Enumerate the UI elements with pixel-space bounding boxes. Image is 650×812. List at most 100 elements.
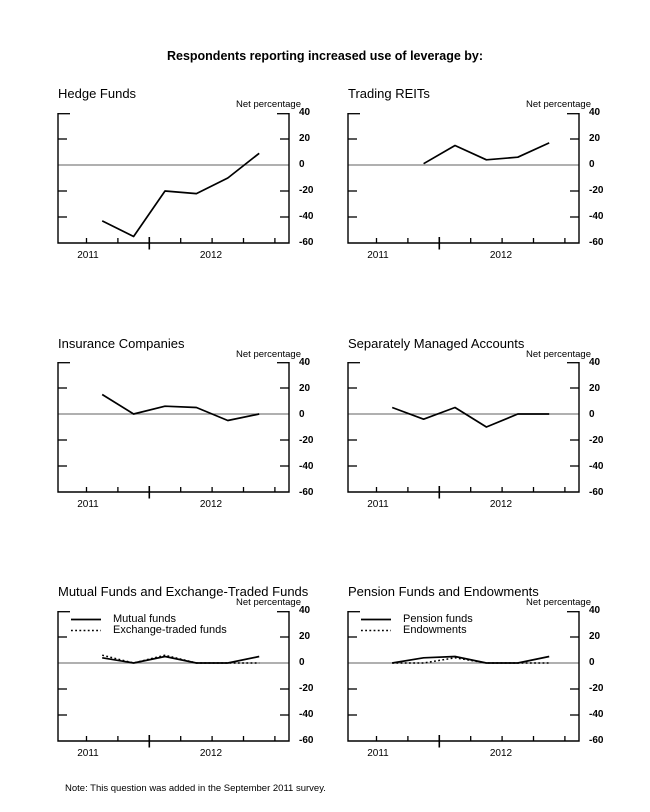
y-tick-label: 0 [589, 159, 595, 170]
y-tick-label: 20 [299, 631, 311, 642]
x-year-label: 2011 [367, 499, 389, 510]
net-percentage-label: Net percentage [526, 99, 591, 110]
y-tick-label: -40 [299, 211, 314, 222]
axis-ticks [348, 112, 579, 249]
y-tick-label: -60 [589, 735, 604, 746]
y-tick-label: -60 [299, 486, 314, 498]
legend-line-sample [71, 629, 101, 631]
x-year-label: 2011 [367, 249, 389, 261]
legend-item-pension-funds: Pension funds [360, 612, 473, 625]
y-tick-label: -40 [299, 709, 314, 720]
x-year-label: 2011 [77, 249, 99, 261]
y-tick-label: -60 [299, 735, 314, 746]
main-title: Respondents reporting increased use of l… [166, 49, 484, 63]
mutual-funds-and-exchange-traded-funds-plot [57, 610, 290, 747]
legend-label: Pension funds [403, 612, 473, 625]
y-tick-label: -60 [589, 486, 604, 498]
series-line-separately-managed-accounts [391, 406, 550, 428]
pension-funds-and-endowments-plot [347, 610, 580, 747]
y-tick-label: -20 [589, 434, 604, 446]
y-tick-label: 0 [299, 159, 305, 170]
x-year-label: 2012 [199, 249, 223, 261]
legend-label: Mutual funds [113, 612, 176, 625]
net-percentage-label: Net percentage [236, 597, 301, 608]
y-tick-label: 40 [589, 356, 601, 368]
x-year-label: 2012 [489, 499, 513, 510]
legend: Mutual funds Exchange-traded funds [70, 612, 227, 636]
net-percentage-label: Net percentage [236, 348, 301, 360]
legend-item-exchange-traded-funds: Exchange-traded funds [70, 623, 227, 636]
series-line-endowments [392, 656, 550, 664]
y-tick-label: -40 [589, 211, 604, 222]
y-tick-label: -20 [589, 683, 604, 694]
y-tick-label: -60 [589, 237, 604, 248]
chart-title: Insurance Companies [58, 335, 185, 351]
series-line-insurance-companies [101, 393, 260, 422]
x-year-label: 2012 [489, 747, 513, 759]
y-tick-label: 40 [589, 605, 601, 616]
legend-line-sample [361, 618, 391, 620]
net-percentage-label: Net percentage [526, 348, 591, 360]
y-tick-label: -60 [299, 237, 314, 248]
y-tick-label: 0 [589, 657, 595, 668]
axis-frame [347, 610, 580, 742]
y-tick-label: -20 [299, 683, 314, 694]
y-tick-label: 0 [589, 408, 595, 420]
y-tick-label: -20 [299, 434, 314, 446]
legend-line-sample [71, 618, 101, 620]
separately-managed-accounts-plot [347, 362, 580, 499]
legend-label: Exchange-traded funds [113, 623, 227, 636]
series-line-pension-funds [392, 655, 550, 664]
axis-frame [57, 362, 290, 493]
x-year-label: 2011 [77, 747, 99, 759]
y-tick-label: -20 [299, 185, 314, 196]
y-tick-label: -40 [589, 709, 604, 720]
x-year-label: 2012 [199, 499, 223, 510]
chart-title: Pension Funds and Endowments [348, 584, 539, 599]
y-tick-label: 20 [589, 631, 601, 642]
y-tick-label: -20 [589, 185, 604, 196]
legend-line-sample [361, 629, 391, 631]
x-year-label: 2012 [199, 747, 223, 759]
insurance-companies-plot [57, 362, 290, 499]
x-year-label: 2012 [489, 249, 513, 261]
y-tick-label: 20 [299, 382, 311, 394]
y-tick-label: 40 [299, 356, 311, 368]
series-line-trading-reits [423, 141, 550, 164]
y-tick-label: 40 [299, 605, 311, 616]
legend-item-endowments: Endowments [360, 623, 473, 636]
legend-label: Endowments [403, 623, 467, 636]
axis-ticks [58, 610, 289, 747]
y-tick-label: 0 [299, 408, 305, 420]
y-tick-label: 20 [589, 382, 601, 394]
x-year-label: 2011 [367, 747, 389, 759]
legend-item-mutual-funds: Mutual funds [70, 612, 227, 625]
series-line-hedge-funds [101, 152, 260, 237]
axis-frame [347, 112, 580, 244]
axis-frame [57, 112, 290, 244]
y-tick-label: 20 [589, 133, 601, 144]
y-tick-label: -40 [299, 460, 314, 472]
trading-reits-plot [347, 112, 580, 249]
hedge-funds-plot [57, 112, 290, 249]
chart-title: Mutual Funds and Exchange-Traded Funds [58, 584, 309, 599]
chart-title: Trading REITs [348, 86, 430, 101]
x-year-label: 2011 [77, 499, 99, 510]
series-line-exchange-traded-funds [102, 653, 260, 664]
y-tick-label: 40 [299, 107, 311, 118]
chart-title: Hedge Funds [58, 86, 137, 101]
axis-ticks [348, 610, 579, 747]
net-percentage-label: Net percentage [526, 597, 591, 608]
axis-frame [57, 610, 290, 742]
chart-title: Separately Managed Accounts [348, 335, 525, 351]
axis-ticks [58, 112, 289, 249]
legend: Pension funds Endowments [360, 612, 473, 636]
y-tick-label: 0 [299, 657, 305, 668]
axis-ticks [58, 362, 289, 499]
axis-ticks [348, 362, 579, 499]
net-percentage-label: Net percentage [236, 99, 301, 110]
axis-frame [347, 362, 580, 493]
y-tick-label: -40 [589, 460, 604, 472]
